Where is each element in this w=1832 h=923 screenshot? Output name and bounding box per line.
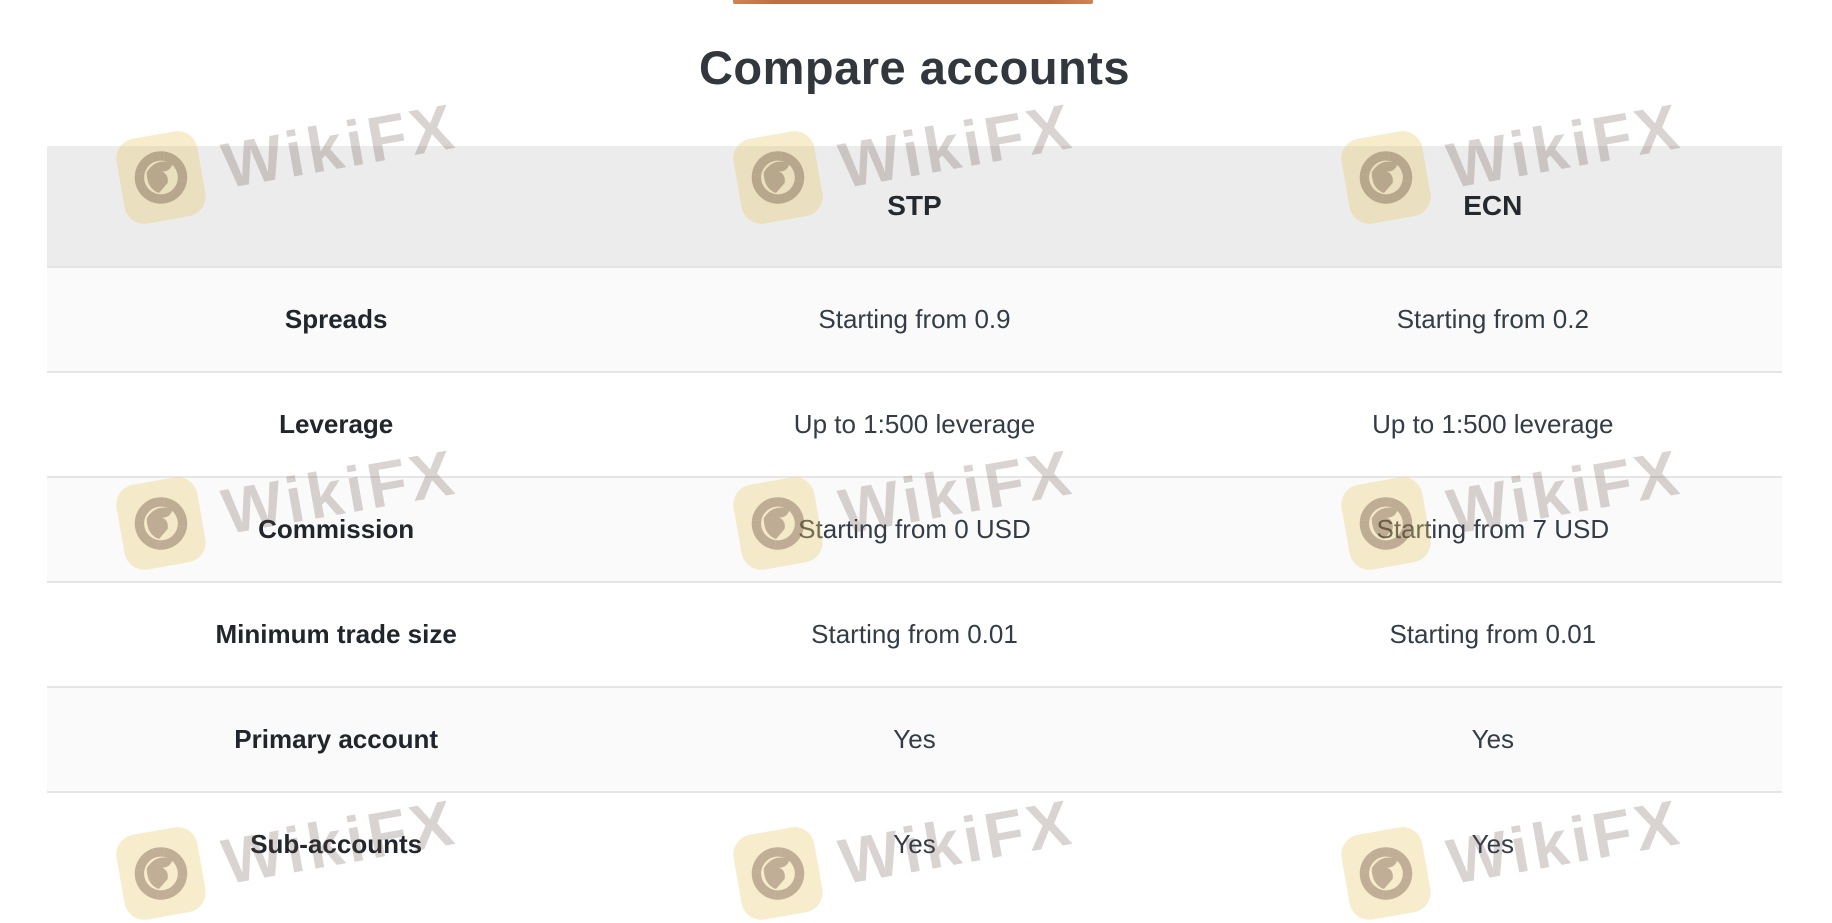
stp-value: Starting from 0 USD <box>798 514 1031 544</box>
page-title: Compare accounts <box>698 41 1131 94</box>
compare-accounts-table: STP ECN Spreads Starting from 0.9 Starti… <box>47 146 1782 896</box>
row-label: Leverage <box>279 409 394 439</box>
table-row-primary-account: Primary account Yes Yes <box>47 686 1782 791</box>
stp-value: Yes <box>893 724 936 754</box>
ecn-value: Starting from 7 USD <box>1376 514 1610 544</box>
stp-value: Starting from 0.01 <box>811 619 1018 649</box>
table-header-row: STP ECN <box>47 146 1782 266</box>
ecn-value: Yes <box>1471 724 1515 754</box>
stp-value: Yes <box>893 829 936 859</box>
stp-value: Up to 1:500 leverage <box>793 409 1036 439</box>
ecn-value: Starting from 0.01 <box>1389 619 1597 649</box>
row-label: Minimum trade size <box>215 619 457 649</box>
table-row-commission: Commission Starting from 0 USD Starting … <box>47 476 1782 581</box>
ecn-value: Starting from 0.2 <box>1396 304 1589 334</box>
row-label: Spreads <box>284 304 388 334</box>
table-row-minimum-trade-size: Minimum trade size Starting from 0.01 St… <box>47 581 1782 686</box>
table-row-sub-accounts: Sub-accounts Yes Yes <box>47 791 1782 896</box>
header-cell-empty <box>47 146 625 266</box>
row-label: Sub-accounts <box>250 829 423 859</box>
ecn-value: Yes <box>1471 829 1515 859</box>
header-cell-ecn: ECN <box>1463 190 1523 221</box>
table-row-leverage: Leverage Up to 1:500 leverage Up to 1:50… <box>47 371 1782 476</box>
header-cell-stp: STP <box>887 190 942 221</box>
row-label: Commission <box>258 514 415 544</box>
cut-off-button-edge[interactable] <box>733 0 1093 4</box>
ecn-value: Up to 1:500 leverage <box>1372 409 1614 439</box>
table-row-spreads: Spreads Starting from 0.9 Starting from … <box>47 266 1782 371</box>
stp-value: Starting from 0.9 <box>818 304 1011 334</box>
row-label: Primary account <box>234 724 439 754</box>
